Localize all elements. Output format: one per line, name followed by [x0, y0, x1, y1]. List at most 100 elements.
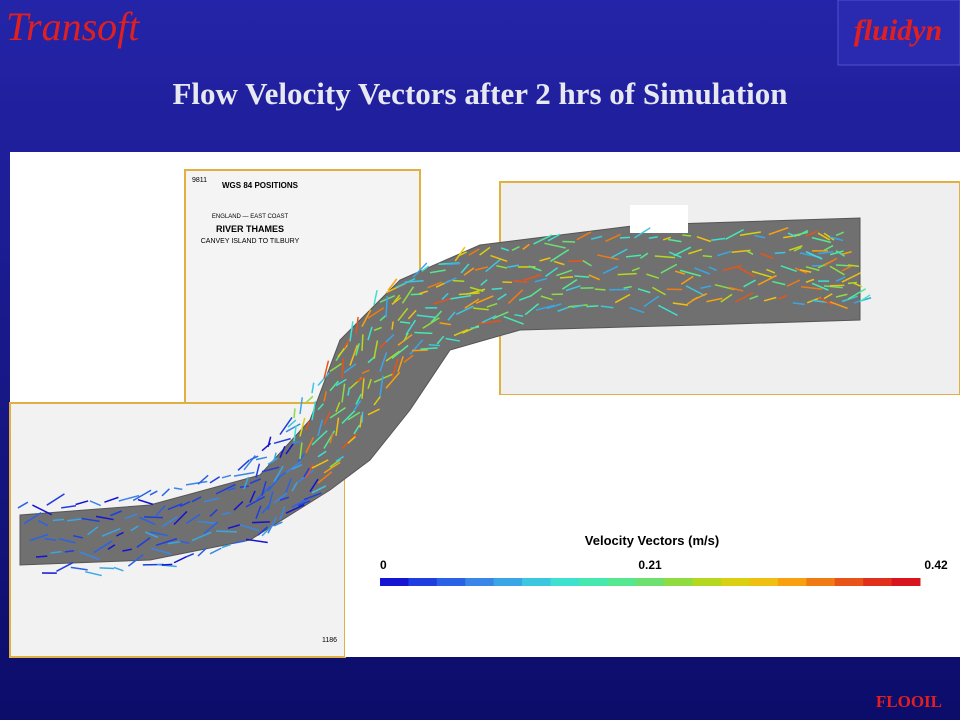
- vector-arrow: [534, 277, 547, 283]
- vector-arrow: [267, 436, 272, 448]
- vector-arrow: [311, 430, 328, 446]
- vector-arrow: [757, 274, 777, 286]
- vector-arrow: [367, 378, 372, 389]
- vector-arrow: [513, 280, 528, 283]
- vector-arrow: [725, 228, 744, 240]
- vector-arrow: [646, 273, 660, 279]
- vector-arrow: [410, 293, 423, 296]
- vector-arrow: [835, 231, 845, 237]
- vector-arrow: [805, 251, 823, 260]
- map-label: RIVER THAMES: [216, 224, 284, 234]
- vector-arrow: [600, 305, 614, 309]
- vector-arrow: [78, 551, 100, 561]
- vector-arrow: [245, 495, 265, 508]
- vector-arrow: [157, 563, 177, 568]
- vector-arrow: [453, 328, 469, 337]
- vector-arrow: [540, 295, 553, 301]
- colorbar-segment: [635, 578, 665, 586]
- colorbar-tick-label: 0: [380, 558, 387, 572]
- vector-arrow: [427, 281, 443, 289]
- vector-arrow: [311, 400, 317, 421]
- vector-arrow: [58, 537, 76, 544]
- vector-arrow: [150, 547, 172, 555]
- vector-arrow: [480, 279, 488, 286]
- vector-arrow: [303, 492, 322, 501]
- vector-arrow: [367, 408, 380, 416]
- colorbar-segment: [721, 578, 750, 586]
- vector-arrow: [305, 421, 310, 431]
- vector-arrow: [637, 288, 651, 294]
- vector-arrow: [44, 537, 57, 541]
- vector-arrow: [161, 488, 170, 497]
- vector-arrow: [811, 236, 832, 244]
- vector-arrow: [279, 506, 286, 521]
- vector-arrow: [817, 232, 831, 241]
- vector-arrow: [456, 305, 474, 315]
- vector-arrow: [257, 526, 268, 536]
- vector-arrow: [373, 290, 378, 306]
- vector-arrow: [203, 497, 220, 503]
- vector-arrow: [565, 285, 581, 292]
- vector-arrow: [429, 269, 446, 274]
- vector-arrow: [841, 272, 861, 283]
- vector-arrow: [403, 332, 409, 342]
- vector-arrow: [323, 461, 341, 474]
- colorbar-segment: [493, 578, 523, 586]
- vector-arrow: [817, 251, 834, 255]
- vector-arrow: [464, 298, 480, 309]
- vector-arrow: [559, 276, 574, 279]
- vector-arrow: [823, 257, 838, 267]
- velocity-vectors: [17, 226, 872, 577]
- vector-arrow: [155, 538, 178, 547]
- vector-arrow: [503, 315, 524, 325]
- vector-arrow: [303, 467, 310, 478]
- vector-arrow: [841, 251, 852, 255]
- vector-arrow: [137, 498, 154, 506]
- vector-arrow: [203, 521, 219, 535]
- vector-arrow: [720, 293, 733, 303]
- vector-arrow: [617, 272, 637, 276]
- vector-arrow: [305, 464, 314, 479]
- vector-arrow: [56, 561, 74, 572]
- vector-arrow: [605, 233, 621, 242]
- vector-arrow: [273, 521, 283, 527]
- vector-arrow: [191, 496, 202, 503]
- vector-arrow: [379, 340, 388, 349]
- vector-arrow: [799, 269, 812, 273]
- vector-arrow: [399, 321, 411, 324]
- vector-arrow: [768, 226, 789, 236]
- vector-arrow: [702, 255, 713, 258]
- vector-arrow: [535, 304, 555, 311]
- vector-arrow: [379, 352, 388, 372]
- colorbar-segment: [891, 578, 921, 586]
- vector-arrow: [273, 465, 284, 483]
- vector-arrow: [682, 234, 692, 237]
- brand-logo: Transoft: [6, 4, 140, 49]
- vector-arrow: [841, 265, 853, 272]
- vector-arrow: [104, 496, 119, 503]
- vector-arrow: [221, 474, 232, 479]
- vector-arrow: [143, 516, 163, 519]
- vector-arrow: [233, 540, 245, 544]
- vector-arrow: [173, 556, 187, 564]
- vector-arrow: [723, 264, 742, 272]
- vector-arrow: [285, 443, 294, 455]
- vector-arrow: [130, 525, 139, 532]
- vector-arrow: [783, 234, 801, 239]
- vector-arrow: [293, 408, 296, 419]
- vector-arrow: [801, 286, 823, 290]
- vector-arrow: [496, 265, 508, 269]
- vector-arrow: [101, 527, 121, 537]
- vector-arrow: [680, 275, 694, 285]
- vector-arrow: [361, 369, 370, 374]
- vector-arrow: [660, 263, 678, 274]
- vector-arrow: [404, 279, 424, 283]
- vector-arrow: [299, 417, 306, 437]
- vector-arrow: [631, 267, 640, 272]
- vector-arrow: [311, 485, 327, 494]
- vector-arrow: [811, 282, 829, 291]
- vector-arrow: [396, 278, 416, 288]
- vector-arrow: [317, 403, 324, 411]
- vector-arrow: [582, 259, 592, 267]
- vector-arrow: [792, 302, 805, 306]
